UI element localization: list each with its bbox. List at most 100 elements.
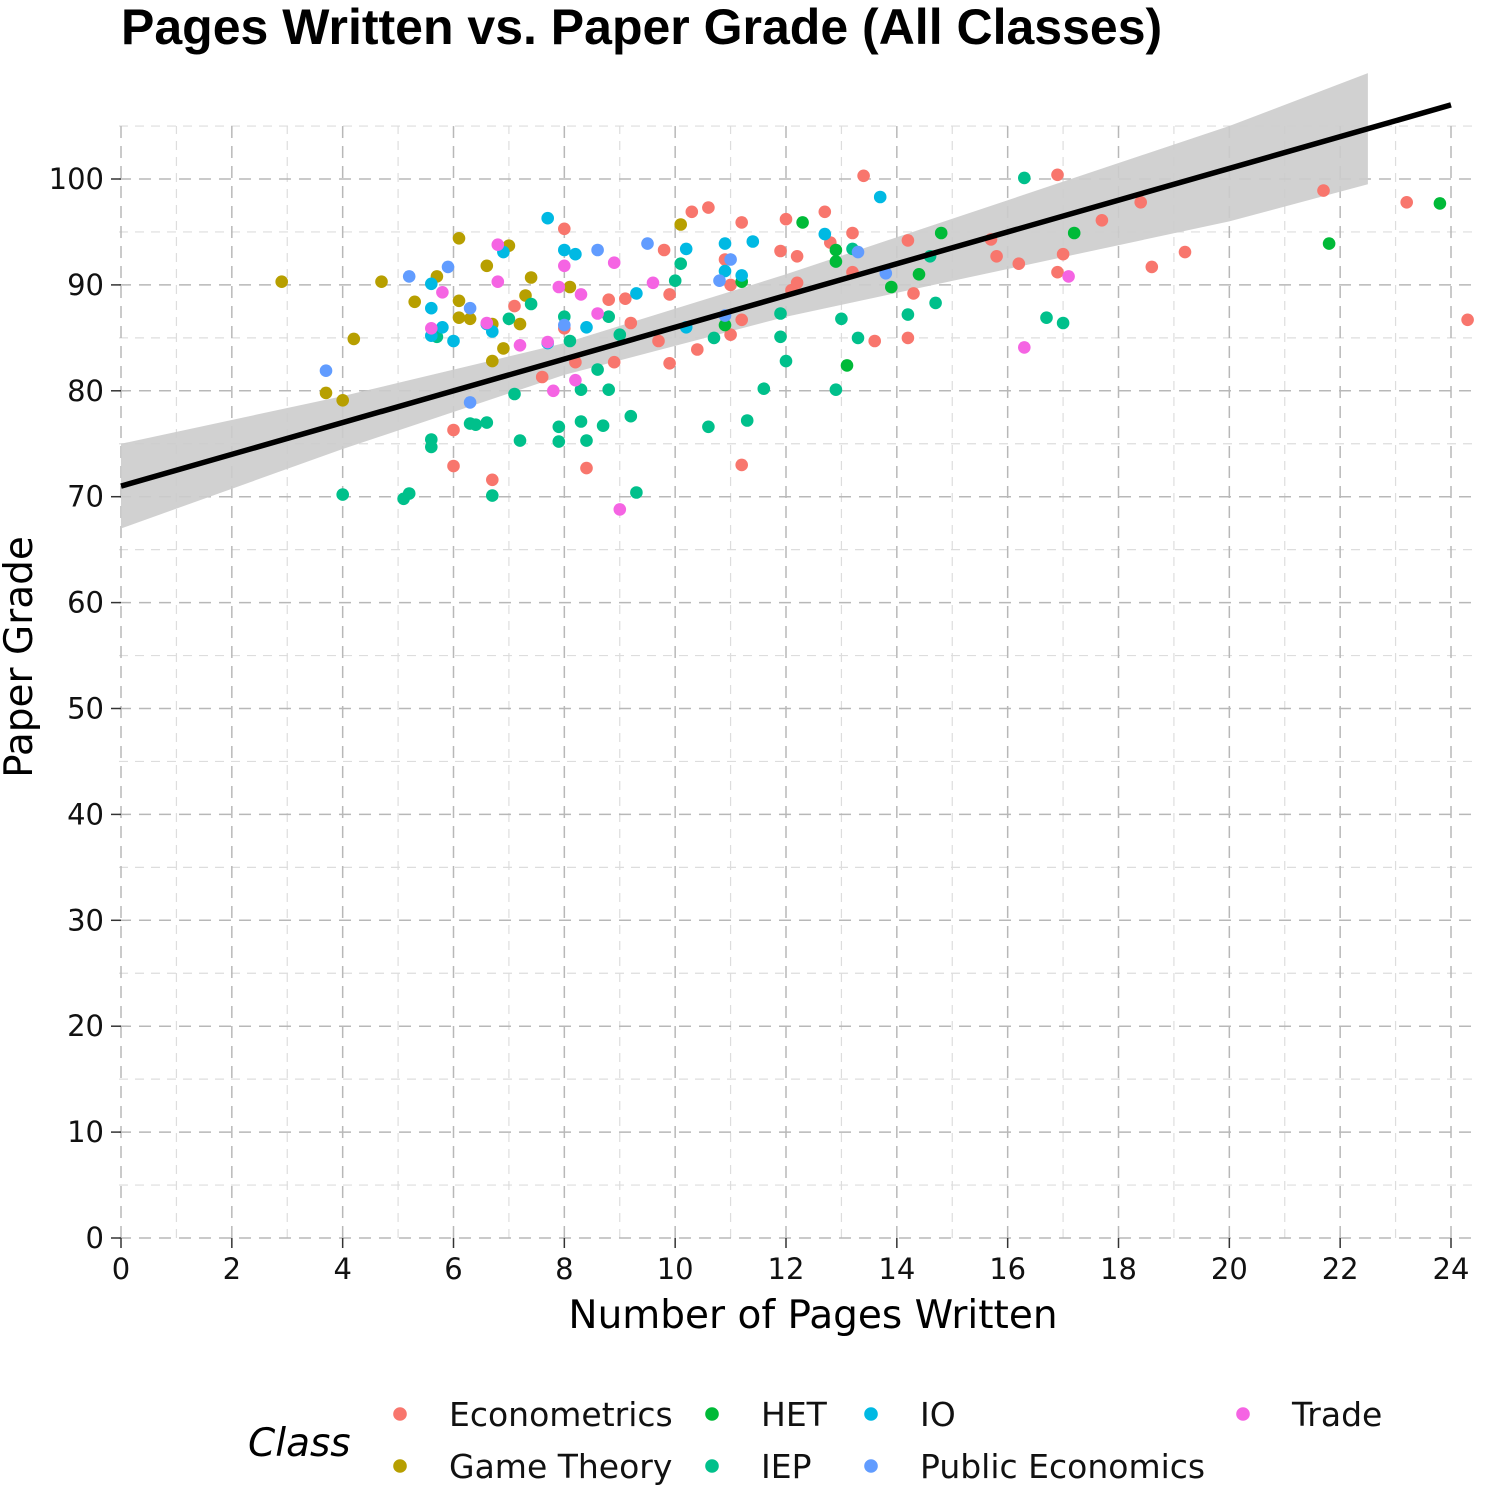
point-iep — [552, 420, 566, 434]
point-iep — [524, 297, 538, 311]
y-tick-label: 70 — [67, 480, 104, 514]
legend-label-io: IO — [920, 1395, 956, 1434]
point-econometrics — [724, 328, 737, 342]
x-tick-label: 6 — [444, 1252, 462, 1286]
point-het — [718, 318, 732, 332]
point-econometrics — [857, 169, 870, 183]
point-trade — [491, 275, 505, 289]
point-io — [425, 277, 438, 291]
point-trade — [436, 286, 449, 299]
point-trade — [491, 238, 505, 251]
x-axis-title: Number of Pages Written — [568, 1293, 1057, 1338]
point-iep — [552, 435, 566, 448]
legend-label-game-theory: Game Theory — [449, 1447, 672, 1486]
point-econometrics — [652, 334, 665, 348]
point-econometrics — [1317, 184, 1330, 197]
point-iep — [835, 312, 848, 326]
x-tick-label: 12 — [768, 1252, 805, 1286]
y-tick-label: 90 — [67, 268, 104, 302]
y-tick-label: 60 — [67, 586, 104, 620]
point-econometrics — [602, 293, 615, 307]
point-iep — [591, 363, 604, 376]
point-iep — [901, 308, 915, 321]
point-io — [718, 264, 732, 278]
point-econometrics — [1145, 260, 1159, 274]
point-iep — [1056, 316, 1070, 330]
point-econometrics — [1051, 265, 1064, 279]
confidence-band-area — [121, 73, 1368, 529]
point-public-economics — [724, 253, 737, 266]
point-econometrics — [846, 226, 859, 240]
y-tick-label: 20 — [67, 1009, 104, 1043]
point-econometrics — [901, 234, 915, 247]
point-het — [912, 268, 926, 281]
point-iep — [502, 312, 516, 326]
y-tick-label: 30 — [67, 903, 104, 937]
point-iep — [774, 330, 787, 344]
point-econometrics — [990, 249, 1003, 263]
point-game-theory — [524, 271, 538, 284]
point-game-theory — [497, 342, 510, 355]
point-het — [934, 226, 948, 240]
regression-line-path — [120, 102, 1452, 489]
point-iep — [630, 486, 643, 499]
point-iep — [602, 310, 615, 324]
point-econometrics — [774, 244, 787, 258]
point-game-theory — [452, 294, 466, 308]
point-econometrics — [691, 343, 704, 356]
y-tick-label: 10 — [67, 1115, 104, 1149]
point-iep — [469, 418, 483, 432]
x-tick-label: 0 — [112, 1252, 130, 1286]
y-tick-label: 50 — [67, 692, 104, 726]
point-econometrics — [508, 299, 521, 313]
point-econometrics — [735, 458, 748, 472]
point-trade — [1018, 341, 1031, 354]
point-het — [885, 280, 898, 294]
point-econometrics — [1012, 257, 1026, 271]
point-econometrics — [735, 216, 748, 229]
point-public-economics — [463, 396, 477, 409]
point-public-economics — [558, 318, 571, 332]
point-econometrics — [1461, 313, 1474, 327]
y-axis-title: Paper Grade — [0, 536, 42, 778]
point-io — [436, 321, 449, 334]
point-trade — [425, 322, 438, 335]
point-iep — [513, 434, 527, 447]
point-iep — [602, 383, 615, 397]
point-econometrics — [724, 278, 737, 292]
point-game-theory — [563, 280, 577, 294]
y-tick-label: 80 — [67, 374, 104, 408]
point-het — [829, 243, 843, 257]
point-iep — [336, 488, 350, 501]
point-econometrics — [447, 423, 460, 437]
point-het — [1067, 226, 1081, 240]
point-iep — [740, 414, 754, 427]
point-econometrics — [901, 331, 915, 345]
point-iep — [1040, 311, 1053, 325]
legend-key-public-economics — [864, 1459, 878, 1473]
point-game-theory — [319, 386, 333, 400]
point-econometrics — [558, 222, 571, 236]
point-trade — [569, 373, 582, 387]
point-io — [580, 321, 593, 334]
point-het — [1433, 197, 1447, 210]
point-econometrics — [907, 287, 920, 300]
point-io — [746, 235, 760, 248]
point-econometrics — [868, 334, 881, 348]
x-tick-label: 20 — [1211, 1252, 1248, 1286]
point-iep — [563, 334, 577, 348]
legend-key-io — [864, 1407, 878, 1421]
point-iep — [674, 257, 687, 271]
point-econometrics — [619, 292, 632, 306]
point-iep — [580, 434, 593, 447]
legend-key-het — [705, 1407, 719, 1421]
point-econometrics — [486, 473, 499, 487]
point-io — [718, 237, 732, 250]
x-tick-label: 24 — [1433, 1252, 1470, 1286]
point-iep — [624, 409, 638, 423]
point-game-theory — [275, 275, 289, 289]
point-econometrics — [535, 370, 549, 384]
point-trade — [547, 384, 560, 398]
x-tick-label: 8 — [555, 1252, 573, 1286]
point-iep — [707, 331, 721, 345]
